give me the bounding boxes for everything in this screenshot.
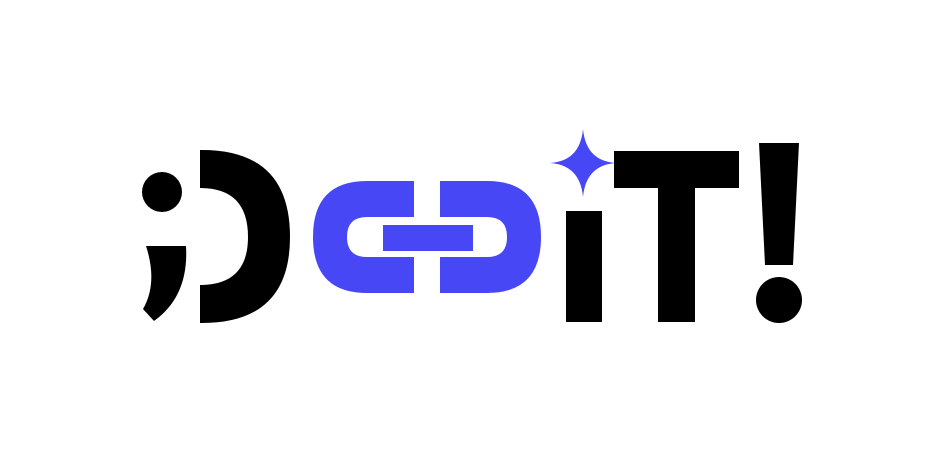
letter-t-icon bbox=[614, 151, 739, 322]
sparkle-star-icon bbox=[550, 129, 616, 197]
exclamation-mark-icon bbox=[756, 143, 802, 323]
letter-i-icon bbox=[566, 211, 602, 322]
semicolon-icon bbox=[142, 172, 187, 321]
chain-link-icon bbox=[313, 181, 541, 293]
letter-d-icon bbox=[200, 150, 290, 323]
